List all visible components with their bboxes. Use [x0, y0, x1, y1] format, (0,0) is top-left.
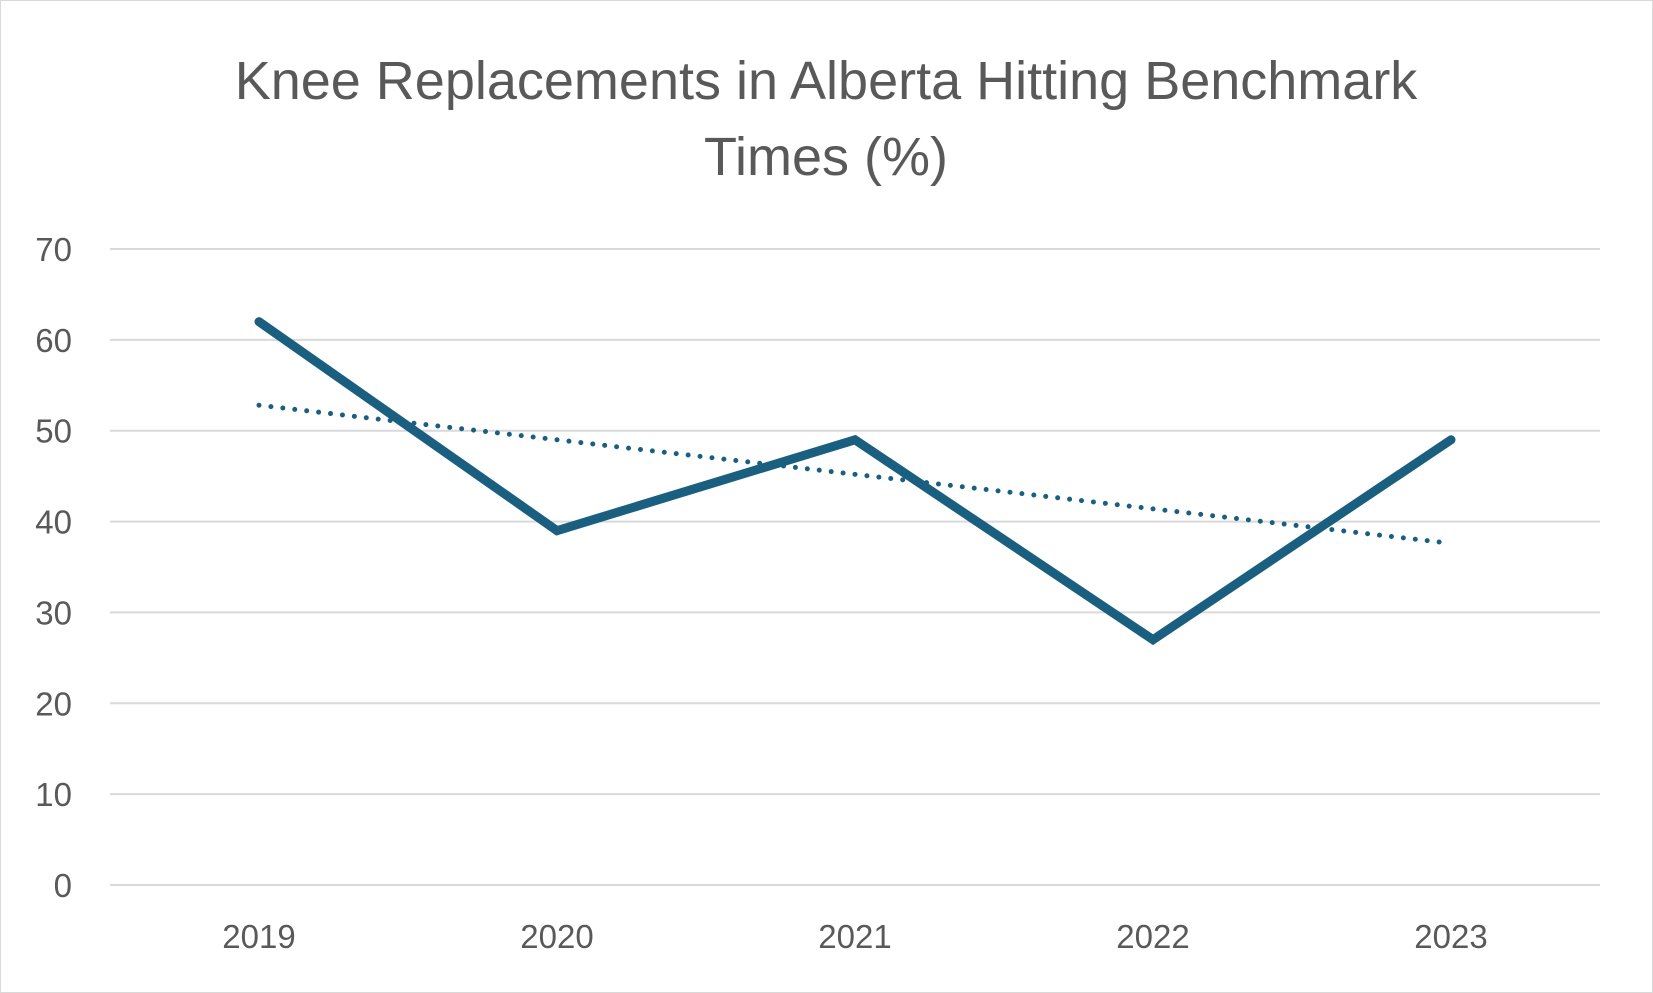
trendline [256, 402, 1454, 546]
series-line-0 [254, 317, 1456, 646]
x-axis-tick-labels: 2019 2020 2021 2022 2023 [222, 918, 1487, 955]
y-tick-label-50: 50 [35, 413, 72, 450]
trendline-layer [256, 402, 1454, 546]
x-tick-label-2023: 2023 [1414, 918, 1487, 955]
y-axis-tick-labels: 0 10 20 30 40 50 60 70 [35, 231, 72, 904]
y-tick-label-20: 20 [35, 685, 72, 722]
series-layer [254, 317, 1456, 646]
y-tick-label-0: 0 [54, 867, 72, 904]
x-tick-label-2019: 2019 [222, 918, 295, 955]
y-tick-label-10: 10 [35, 776, 72, 813]
chart-title: Knee Replacements in Alberta Hitting Ben… [234, 51, 1418, 187]
x-tick-label-2020: 2020 [520, 918, 593, 955]
gridlines [110, 248, 1600, 886]
x-tick-label-2022: 2022 [1116, 918, 1189, 955]
x-tick-label-2021: 2021 [818, 918, 891, 955]
y-tick-label-60: 60 [35, 322, 72, 359]
y-tick-label-70: 70 [35, 231, 72, 268]
y-tick-label-30: 30 [35, 594, 72, 631]
y-tick-label-40: 40 [35, 504, 72, 541]
